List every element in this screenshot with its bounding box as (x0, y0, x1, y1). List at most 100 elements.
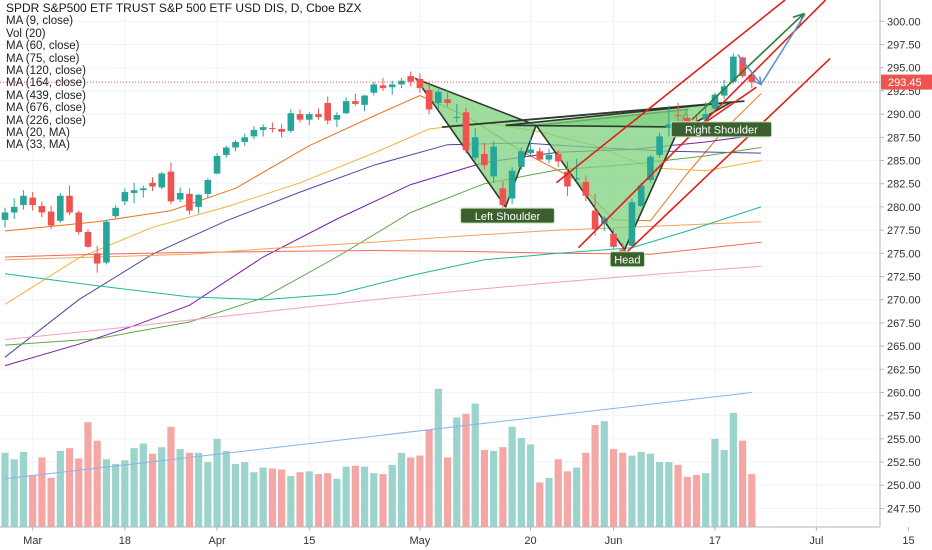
price-tick-label: 300.00 (887, 16, 921, 28)
candle-body (730, 56, 737, 82)
candle-body (582, 181, 590, 196)
price-tick-label: 262.50 (887, 364, 921, 376)
candle-body (527, 149, 534, 154)
candle-body (674, 115, 682, 117)
candle-body (167, 171, 175, 202)
volume-bar (241, 462, 249, 527)
candle-body (66, 195, 73, 213)
indicator-label[interactable]: MA (120, close) (6, 65, 86, 78)
neckline (441, 100, 745, 129)
volume-bar (646, 453, 654, 527)
volume-bar (665, 462, 673, 527)
moving-average-line (4, 265, 762, 341)
price-tick-label: 297.50 (887, 40, 921, 52)
indicator-label[interactable]: MA (226, close) (6, 114, 86, 127)
price-tick-label: 257.50 (887, 411, 921, 423)
volume-bar (692, 475, 701, 527)
price-tick-label: 255.00 (887, 434, 921, 446)
candle-body (259, 127, 267, 130)
candle-body (149, 182, 156, 187)
volume-bar (204, 462, 212, 527)
volume-bar (287, 475, 295, 527)
indicator-label[interactable]: MA (33, MA) (6, 139, 70, 152)
time-tick-label: 17 (709, 535, 721, 547)
price-tick-label: 290.00 (887, 109, 921, 121)
price-tick-label: 275.00 (887, 248, 921, 260)
volume-bar (56, 450, 64, 527)
volume-bar (748, 474, 756, 527)
volume-bar (296, 472, 304, 527)
volume-bar (674, 464, 682, 527)
price-tick-label: 287.50 (887, 132, 921, 144)
indicator-label[interactable]: Vol (20) (6, 27, 46, 40)
volume-bar (499, 447, 507, 527)
candle-body (204, 179, 212, 194)
volume-bar (65, 448, 74, 527)
volume-bar (739, 440, 747, 527)
left-shoulder-label: Left Shoulder (475, 211, 541, 223)
volume-bar (324, 473, 332, 527)
volume-bar (305, 471, 313, 527)
candle-body (665, 124, 673, 129)
volume-bar (720, 449, 728, 527)
candle-body (176, 192, 184, 200)
volume-bars (1, 388, 756, 527)
indicator-label[interactable]: MA (20, MA) (6, 127, 70, 140)
price-tick-label: 250.00 (887, 480, 921, 492)
candle-body (518, 151, 525, 168)
price-tick-label: 260.00 (887, 387, 921, 399)
time-tick-label: May (410, 535, 431, 547)
volume-bar (536, 482, 544, 527)
indicator-label[interactable]: MA (164, close) (6, 77, 86, 90)
candle-body (573, 178, 580, 180)
candle-body (315, 114, 322, 117)
candle-body (702, 114, 710, 120)
indicator-label[interactable]: MA (75, close) (6, 52, 80, 65)
volume-bar (268, 468, 276, 527)
price-tick-label: 267.50 (887, 318, 921, 330)
indicator-label[interactable]: MA (60, close) (6, 40, 80, 53)
candle-body (47, 211, 55, 226)
candle-body (10, 206, 18, 213)
candle-body (241, 137, 249, 142)
volume-bar (591, 424, 599, 527)
price-tick-label: 247.50 (887, 503, 921, 515)
volume-bar (609, 449, 618, 527)
indicator-label[interactable]: MA (9, close) (6, 15, 74, 28)
candle-body (278, 128, 285, 132)
candle-body (462, 112, 470, 151)
volume-bar (545, 477, 553, 527)
volume-bar (388, 464, 396, 527)
volume-bar (112, 463, 120, 527)
indicator-label[interactable]: MA (439, close) (6, 89, 86, 102)
volume-bar (453, 417, 461, 527)
candle-body (683, 117, 691, 122)
candle-body (222, 147, 230, 155)
head-label: Head (614, 255, 640, 267)
candle-body (739, 57, 746, 77)
time-tick-label: 15 (902, 535, 914, 547)
candle-body (38, 205, 46, 213)
indicator-label[interactable]: MA (676, close) (6, 102, 86, 115)
candle-body (407, 76, 414, 82)
candle-body (398, 80, 405, 85)
candle-body (250, 129, 258, 137)
price-tick-label: 265.00 (887, 341, 921, 353)
candle-body (379, 85, 387, 89)
candle-body (425, 89, 433, 110)
time-tick-label: 18 (119, 535, 131, 547)
volume-bar (443, 457, 452, 527)
volume-bar (490, 450, 498, 527)
volume-bar (379, 474, 387, 527)
candle-body (499, 188, 507, 206)
volume-bar (360, 466, 369, 527)
volume-bar (195, 452, 203, 527)
candle-body (232, 141, 239, 148)
volume-bar (176, 449, 184, 527)
volume-bar (10, 459, 18, 527)
candle-body (610, 233, 617, 247)
candle-body (370, 84, 378, 93)
candle-body (591, 210, 599, 230)
